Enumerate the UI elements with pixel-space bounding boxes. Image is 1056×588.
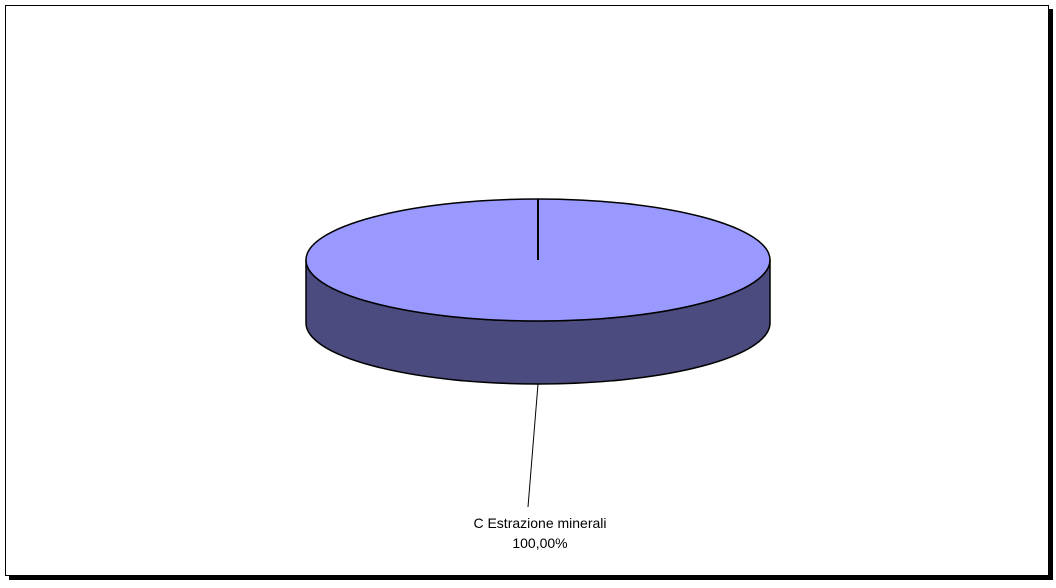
slice-label-text: C Estrazione minerali bbox=[473, 515, 607, 531]
slice-value-text: 100,00% bbox=[512, 535, 568, 551]
leader-line bbox=[527, 383, 539, 508]
data-label: C Estrazione minerali 100,00% bbox=[420, 513, 660, 553]
